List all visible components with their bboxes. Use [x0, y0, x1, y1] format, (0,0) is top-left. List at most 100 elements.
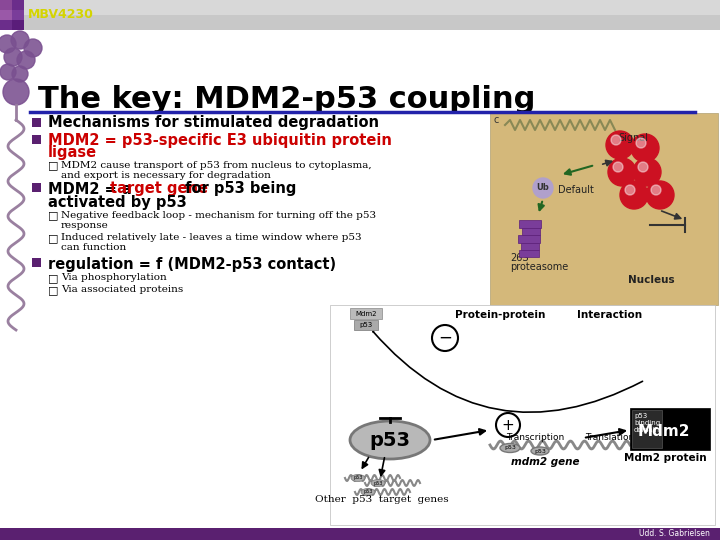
- Text: ligase: ligase: [48, 145, 97, 160]
- Text: Negative feedback loop - mechanism for turning off the p53: Negative feedback loop - mechanism for t…: [61, 211, 376, 219]
- Text: p53: p53: [354, 476, 363, 481]
- Bar: [12, 20, 24, 30]
- Bar: [0, 20, 12, 30]
- Circle shape: [606, 131, 634, 159]
- Text: Other  p53  target  genes: Other p53 target genes: [315, 496, 449, 504]
- Circle shape: [533, 178, 553, 198]
- Text: p53: p53: [373, 481, 383, 485]
- Circle shape: [633, 158, 661, 186]
- Text: Interaction: Interaction: [577, 310, 642, 320]
- Bar: [518, 235, 540, 243]
- Circle shape: [11, 31, 29, 49]
- Text: MDM2 cause transport of p53 from nucleus to cytoplasma,: MDM2 cause transport of p53 from nucleus…: [61, 160, 372, 170]
- Circle shape: [0, 35, 16, 53]
- Text: Ub: Ub: [536, 184, 549, 192]
- Text: Signal: Signal: [618, 133, 648, 143]
- Circle shape: [631, 134, 659, 162]
- Bar: [0, 528, 720, 540]
- Text: □: □: [48, 285, 58, 295]
- Bar: [519, 250, 539, 257]
- Bar: [32, 258, 41, 267]
- Text: proteasome: proteasome: [510, 262, 568, 272]
- Text: Via phosphorylation: Via phosphorylation: [61, 273, 167, 282]
- Text: □: □: [48, 160, 58, 170]
- Circle shape: [625, 185, 635, 195]
- Circle shape: [496, 413, 520, 437]
- Text: domain: domain: [634, 427, 660, 433]
- Text: p53: p53: [634, 413, 647, 419]
- Text: p53: p53: [504, 446, 516, 450]
- Circle shape: [638, 162, 648, 172]
- Text: Nucleus: Nucleus: [629, 275, 675, 285]
- Text: Translation: Translation: [585, 433, 634, 442]
- Text: +: +: [502, 417, 514, 433]
- Text: MBV4230: MBV4230: [28, 9, 94, 22]
- Text: MDM2 = p53-specific E3 ubiquitin protein: MDM2 = p53-specific E3 ubiquitin protein: [48, 132, 392, 147]
- Text: □: □: [48, 273, 58, 283]
- Text: Induced relatively late - leaves a time window where p53: Induced relatively late - leaves a time …: [61, 233, 361, 242]
- Text: □: □: [48, 210, 58, 220]
- Circle shape: [613, 162, 623, 172]
- Text: Default: Default: [558, 185, 594, 195]
- Text: −: −: [438, 329, 452, 347]
- Ellipse shape: [351, 475, 365, 482]
- Ellipse shape: [361, 489, 375, 496]
- Text: p53: p53: [359, 322, 373, 328]
- Circle shape: [620, 181, 648, 209]
- Text: Transcription: Transcription: [506, 433, 564, 442]
- Text: Via associated proteins: Via associated proteins: [61, 286, 184, 294]
- Text: binding: binding: [634, 420, 660, 426]
- Text: Mechanisms for stimulated degradation: Mechanisms for stimulated degradation: [48, 116, 379, 131]
- Text: c: c: [493, 115, 498, 125]
- Bar: [12, 10, 24, 20]
- Circle shape: [432, 325, 458, 351]
- Circle shape: [17, 51, 35, 69]
- Text: □: □: [48, 233, 58, 243]
- Text: can function: can function: [61, 244, 126, 253]
- Ellipse shape: [371, 480, 385, 487]
- Text: mdm2 gene: mdm2 gene: [510, 457, 580, 467]
- Text: target gene: target gene: [110, 181, 208, 197]
- Text: MDM2 = a: MDM2 = a: [48, 181, 137, 197]
- Bar: [490, 113, 718, 305]
- Circle shape: [0, 64, 16, 80]
- Circle shape: [608, 158, 636, 186]
- Text: 26S: 26S: [510, 253, 528, 263]
- Text: regulation = f (MDM2-p53 contact): regulation = f (MDM2-p53 contact): [48, 256, 336, 272]
- Bar: [0, 0, 720, 15]
- Text: p53: p53: [364, 489, 373, 495]
- Text: p53: p53: [534, 449, 546, 454]
- Circle shape: [611, 135, 621, 145]
- Bar: [32, 135, 41, 144]
- Bar: [521, 243, 539, 250]
- Circle shape: [12, 66, 28, 82]
- Text: The key: MDM2-p53 coupling: The key: MDM2-p53 coupling: [38, 85, 536, 114]
- Circle shape: [24, 39, 42, 57]
- Bar: [0, 10, 12, 20]
- Text: Mdm2 protein: Mdm2 protein: [624, 453, 706, 463]
- Circle shape: [646, 181, 674, 209]
- Bar: [0, 0, 12, 10]
- Text: Mdm2: Mdm2: [638, 423, 690, 438]
- Text: p53: p53: [369, 430, 410, 449]
- Bar: [32, 118, 41, 127]
- Bar: [522, 228, 540, 235]
- Bar: [32, 183, 41, 192]
- Text: activated by p53: activated by p53: [48, 194, 186, 210]
- Text: Protein-protein: Protein-protein: [455, 310, 545, 320]
- Bar: [0, 0, 720, 30]
- Bar: [330, 305, 715, 525]
- Circle shape: [3, 79, 29, 105]
- Text: and export is necessary for degradation: and export is necessary for degradation: [61, 171, 271, 179]
- Bar: [632, 410, 662, 448]
- Circle shape: [4, 48, 22, 66]
- Text: for p53 being: for p53 being: [180, 181, 297, 197]
- Ellipse shape: [350, 421, 430, 459]
- Bar: [519, 220, 541, 228]
- FancyArrowPatch shape: [373, 332, 642, 412]
- Bar: [350, 308, 382, 319]
- Text: Udd. S. Gabrielsen: Udd. S. Gabrielsen: [639, 530, 710, 538]
- Ellipse shape: [531, 447, 549, 455]
- Bar: [12, 0, 24, 10]
- Bar: [630, 408, 710, 450]
